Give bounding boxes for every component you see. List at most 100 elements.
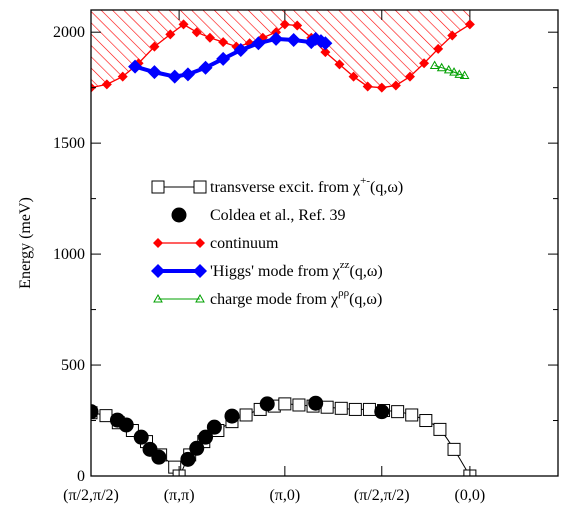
data-point-continuum xyxy=(419,58,430,69)
legend-marker-coldea xyxy=(171,207,187,223)
legend-label-charge: charge mode from χρρ(q,ω) xyxy=(210,287,382,308)
data-point-higgs xyxy=(269,31,284,46)
data-point-coldea xyxy=(189,440,205,456)
continuum-hatched-region xyxy=(91,10,470,88)
data-point-transverse xyxy=(419,414,433,428)
legend-entry-coldea: Coldea et al., Ref. 39 xyxy=(171,207,346,224)
y-tick-label: 0 xyxy=(77,468,85,485)
data-point-coldea xyxy=(198,429,214,445)
y-tick-label: 1500 xyxy=(53,135,85,152)
legend-marker-charge xyxy=(195,293,205,303)
x-tick-label: (π,0) xyxy=(269,487,300,504)
data-point-coldea xyxy=(133,429,149,445)
data-point-coldea xyxy=(180,451,196,467)
data-point-higgs xyxy=(286,32,301,47)
data-point-continuum xyxy=(218,37,229,48)
data-point-charge xyxy=(443,64,454,74)
data-point-coldea xyxy=(374,404,390,420)
data-point-charge xyxy=(459,70,470,79)
legend-marker-continuum xyxy=(195,238,205,248)
data-point-higgs xyxy=(167,69,182,84)
y-tick-label: 2000 xyxy=(53,24,85,41)
legend-marker-continuum xyxy=(153,238,163,248)
data-point-coldea xyxy=(224,408,240,424)
data-point-coldea xyxy=(151,449,167,465)
data-point-higgs xyxy=(233,42,248,57)
data-point-charge xyxy=(449,67,459,76)
legend-entry-transverse: transverse excit. from χ+-(q,ω) xyxy=(151,175,403,196)
series-line-continuum xyxy=(91,23,471,89)
axis-ticks: 0 500 1000 1500 2000 (π/2,π/2) (π,π) (π,0) (π/2,… xyxy=(53,10,558,504)
data-point-continuum xyxy=(279,19,290,30)
data-point-continuum xyxy=(292,20,303,31)
series-layer xyxy=(91,19,477,476)
data-point-transverse xyxy=(391,405,405,419)
legend-marker-higgs xyxy=(151,264,165,278)
legend: transverse excit. from χ+-(q,ω) Coldea et… xyxy=(151,175,403,308)
series-higgs xyxy=(128,31,333,84)
data-point-continuum xyxy=(117,71,128,82)
legend-label-higgs: 'Higgs' mode from χzz(q,ω) xyxy=(210,259,383,280)
legend-entry-charge: charge mode from χρρ(q,ω) xyxy=(153,287,382,308)
data-point-transverse xyxy=(239,408,253,422)
data-point-continuum xyxy=(149,41,160,52)
legend-marker-transverse xyxy=(151,180,165,194)
data-point-higgs xyxy=(251,36,266,51)
x-tick-label: (π/2,π/2) xyxy=(354,487,410,504)
series-charge xyxy=(429,60,470,79)
data-point-coldea xyxy=(259,396,275,412)
data-point-transverse xyxy=(362,402,376,416)
legend-marker-transverse xyxy=(193,180,207,194)
data-point-continuum xyxy=(348,71,359,82)
x-tick-label: (π/2,π/2) xyxy=(63,487,119,504)
y-tick-label: 500 xyxy=(61,357,85,374)
data-point-higgs xyxy=(198,60,213,75)
legend-entry-continuum: continuum xyxy=(153,235,279,252)
continuum-hatch-area xyxy=(91,10,470,88)
data-point-coldea xyxy=(91,404,99,420)
y-tick-label: 1000 xyxy=(53,246,85,263)
data-point-continuum xyxy=(204,32,215,43)
data-point-continuum xyxy=(101,79,112,90)
data-point-continuum xyxy=(390,80,401,91)
data-point-continuum xyxy=(464,19,475,30)
x-tick-label: (π,π) xyxy=(164,487,195,504)
data-point-continuum xyxy=(191,27,202,38)
data-point-transverse xyxy=(348,402,362,416)
legend-marker-higgs xyxy=(193,264,207,278)
data-point-higgs xyxy=(128,59,143,74)
data-point-continuum xyxy=(320,47,331,58)
data-point-continuum xyxy=(178,19,189,30)
data-point-continuum xyxy=(376,82,387,93)
data-point-transverse xyxy=(278,397,292,411)
data-point-continuum xyxy=(447,30,458,41)
data-point-continuum xyxy=(362,81,373,92)
data-point-continuum xyxy=(433,43,444,54)
y-axis-label: Energy (meV) xyxy=(17,197,34,289)
legend-marker-charge xyxy=(153,293,163,303)
data-point-higgs xyxy=(147,65,162,80)
data-point-continuum xyxy=(334,59,345,70)
plot-frame xyxy=(90,9,559,477)
legend-entry-higgs: 'Higgs' mode from χzz(q,ω) xyxy=(151,259,383,280)
data-point-higgs xyxy=(216,51,231,66)
series-coldea xyxy=(91,395,390,467)
data-point-higgs xyxy=(318,36,333,51)
data-point-charge xyxy=(436,62,447,72)
data-point-coldea xyxy=(308,395,324,411)
legend-label-transverse: transverse excit. from χ+-(q,ω) xyxy=(210,175,403,196)
data-point-higgs xyxy=(180,67,195,82)
data-point-coldea xyxy=(118,417,134,433)
x-tick-label: (0,0) xyxy=(455,487,486,504)
data-point-transverse xyxy=(334,401,348,415)
data-point-continuum xyxy=(404,71,415,82)
data-point-transverse xyxy=(292,398,306,412)
data-point-charge xyxy=(429,60,440,69)
data-point-coldea xyxy=(206,419,222,435)
data-point-charge xyxy=(454,69,465,78)
legend-label-coldea: Coldea et al., Ref. 39 xyxy=(210,207,346,224)
data-point-continuum xyxy=(165,29,176,40)
legend-label-continuum: continuum xyxy=(210,235,279,252)
data-point-transverse xyxy=(433,422,447,436)
